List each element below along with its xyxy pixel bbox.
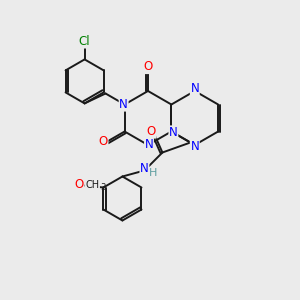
Text: H: H bbox=[149, 167, 158, 178]
Text: Cl: Cl bbox=[79, 35, 90, 48]
Text: N: N bbox=[145, 139, 153, 152]
Text: O: O bbox=[75, 178, 84, 191]
Text: N: N bbox=[190, 82, 199, 95]
Text: N: N bbox=[169, 126, 178, 139]
Text: O: O bbox=[143, 61, 153, 74]
Text: 3: 3 bbox=[100, 183, 106, 192]
Text: N: N bbox=[119, 98, 128, 111]
Text: N: N bbox=[140, 162, 149, 175]
Text: O: O bbox=[99, 135, 108, 148]
Text: CH: CH bbox=[85, 179, 99, 190]
Text: N: N bbox=[190, 140, 199, 154]
Text: O: O bbox=[147, 125, 156, 138]
